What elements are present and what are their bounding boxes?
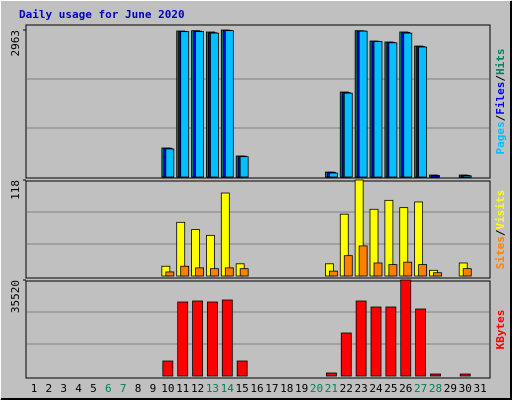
bar <box>328 270 338 277</box>
bar <box>415 308 427 377</box>
bar <box>239 156 249 178</box>
legend: Pages/Files/Hits <box>494 49 507 155</box>
bar <box>224 30 234 178</box>
x-tick-label: 18 <box>280 382 293 395</box>
bar <box>462 268 472 277</box>
bar <box>195 267 204 277</box>
x-tick-label: 11 <box>176 382 189 395</box>
bar <box>343 255 353 277</box>
bar <box>388 42 398 178</box>
x-tick-label: 3 <box>60 382 67 395</box>
chart-title: Daily usage for June 2020 <box>19 8 185 21</box>
bar <box>220 192 230 277</box>
bar <box>192 300 203 377</box>
x-tick-label: 15 <box>236 382 249 395</box>
legend-entry: Files <box>494 82 507 115</box>
x-tick-label: 17 <box>265 382 278 395</box>
x-tick-label: 13 <box>206 382 219 395</box>
bar <box>418 46 428 178</box>
bar <box>165 271 175 277</box>
x-tick-label: 20 <box>310 382 323 395</box>
bar <box>210 32 219 178</box>
x-tick-label: 25 <box>384 382 397 395</box>
bar <box>418 264 428 277</box>
x-tick-label: 1 <box>31 382 38 395</box>
x-tick-label: 30 <box>459 382 472 395</box>
bar <box>431 175 440 178</box>
x-tick-label: 7 <box>120 382 127 395</box>
bar <box>462 175 472 178</box>
bar <box>210 268 219 277</box>
bar <box>224 267 234 277</box>
plot-area <box>25 24 491 179</box>
bar <box>403 261 413 277</box>
x-tick-label: 9 <box>150 382 157 395</box>
x-tick-label: 23 <box>355 382 368 395</box>
legend: Sites/Visits <box>494 190 507 270</box>
x-tick-label: 31 <box>473 382 486 395</box>
bar <box>358 245 368 277</box>
x-tick-label: 6 <box>105 382 112 395</box>
bar <box>180 31 190 178</box>
x-tick-label: 28 <box>429 382 442 395</box>
bar <box>162 360 174 377</box>
bar <box>340 332 352 377</box>
bar <box>358 30 368 178</box>
bar <box>236 360 248 377</box>
y-tick-label: 2963 <box>9 30 22 57</box>
x-tick-label: 29 <box>444 382 457 395</box>
bar <box>400 279 412 377</box>
bar <box>373 262 383 277</box>
legend-entry: KBytes <box>494 310 507 350</box>
bar <box>195 31 204 178</box>
bar <box>177 301 189 377</box>
x-tick-label: 22 <box>340 382 353 395</box>
y-tick-label: 35520 <box>9 280 22 313</box>
bar <box>370 306 382 377</box>
x-tick-label: 21 <box>325 382 338 395</box>
x-tick-label: 12 <box>191 382 204 395</box>
y-tick-label: 118 <box>9 180 22 200</box>
bar <box>403 32 413 178</box>
x-tick-label: 10 <box>161 382 174 395</box>
bar <box>180 265 190 277</box>
legend-separator: / <box>494 229 507 236</box>
x-tick-label: 14 <box>221 382 235 395</box>
legend-separator: / <box>494 75 507 82</box>
x-tick-label: 2 <box>46 382 53 395</box>
x-tick-label: 16 <box>250 382 263 395</box>
bar <box>388 264 398 277</box>
bar <box>373 41 383 178</box>
bar <box>385 306 397 377</box>
legend-entry: Pages <box>494 121 507 154</box>
bar <box>433 272 442 277</box>
bar <box>207 301 218 377</box>
bar <box>325 372 337 377</box>
x-tick-label: 24 <box>369 382 383 395</box>
legend-separator: / <box>494 114 507 121</box>
x-tick-label: 8 <box>135 382 142 395</box>
bar <box>459 373 471 377</box>
bar <box>239 268 249 277</box>
bar <box>328 172 338 178</box>
plot-area <box>25 180 491 279</box>
x-tick-label: 27 <box>414 382 427 395</box>
legend-entry: Hits <box>494 49 507 76</box>
legend-entry: Sites <box>494 236 507 269</box>
legend-entry: Visits <box>494 190 507 230</box>
bar <box>165 148 175 178</box>
bar <box>221 299 233 377</box>
plot-area <box>25 280 491 379</box>
x-tick-label: 4 <box>75 382 82 395</box>
legend: KBytes <box>494 310 507 350</box>
x-tick-label: 19 <box>295 382 308 395</box>
x-tick-label: 26 <box>399 382 412 395</box>
bar <box>430 373 441 377</box>
bar <box>355 300 367 377</box>
x-tick-label: 5 <box>90 382 97 395</box>
bar <box>343 92 353 178</box>
